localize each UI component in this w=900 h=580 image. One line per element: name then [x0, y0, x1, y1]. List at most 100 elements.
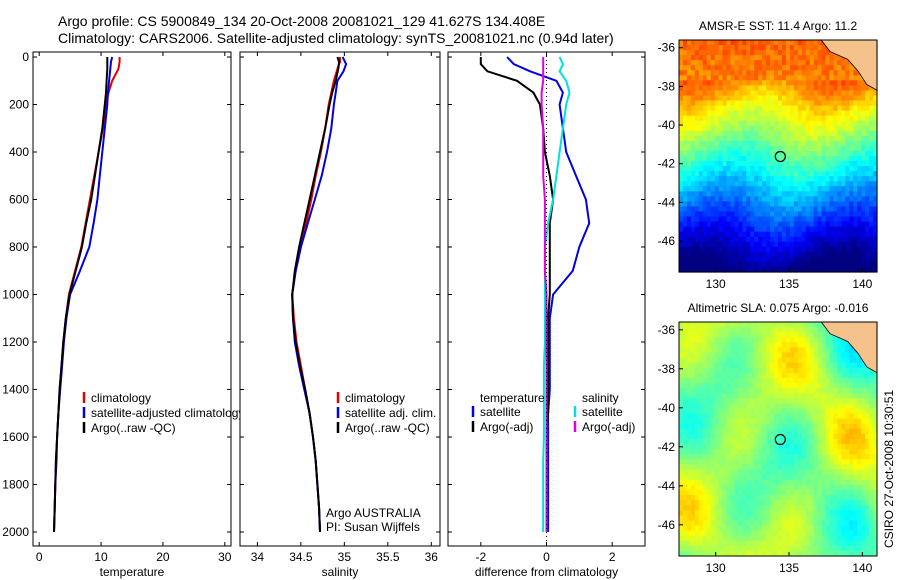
sla_map-cell — [781, 337, 787, 343]
sst_map-cell — [714, 120, 720, 127]
sla_map-cell — [679, 362, 684, 369]
sla_map-cell — [706, 408, 712, 415]
sst_map-cell — [833, 90, 838, 97]
sla_map-cell — [742, 357, 747, 364]
sla_map-cell — [853, 433, 858, 440]
sst_map-cell — [758, 95, 763, 102]
sst_map-cell — [809, 251, 815, 258]
sst_map-cell — [762, 226, 767, 233]
sst_map-cell — [778, 261, 783, 268]
sst_map-cell — [742, 161, 747, 167]
sla_map-cell — [873, 459, 878, 466]
sla_map-cell — [853, 398, 858, 404]
sst_map-cell — [710, 251, 716, 258]
sla_map-cell — [813, 494, 819, 501]
sst_map-cell — [797, 261, 803, 268]
sst_map-cell — [766, 80, 771, 86]
sst_map-cell — [706, 70, 712, 76]
sst_map-cell — [710, 145, 716, 152]
sst_map-cell — [734, 161, 739, 167]
sla_map-cell — [781, 403, 787, 410]
sst_map-cell — [710, 80, 716, 86]
sla_map-cell — [774, 332, 779, 338]
sst_map-cell — [706, 236, 712, 243]
sla_map-cell — [690, 479, 696, 486]
sla_map-cell — [730, 423, 736, 430]
sst_map-cell — [738, 140, 743, 147]
sst_map-cell — [833, 60, 838, 66]
sla_map-cell — [829, 469, 835, 476]
sst_map-cell — [829, 105, 835, 112]
sst_map-cell — [845, 90, 850, 97]
sla_map-cell — [789, 327, 795, 333]
sla_map-cell — [694, 342, 700, 349]
sst_map-cell — [857, 105, 862, 112]
sla_map-cell — [734, 540, 739, 547]
sst_map-cell — [726, 186, 732, 192]
sla_map-cell — [813, 367, 819, 374]
sst_map-cell — [789, 176, 795, 182]
sla_map-cell — [785, 525, 791, 532]
sst_map-cell — [817, 120, 823, 127]
sst_map-cell — [766, 171, 771, 177]
sla_map-cell — [754, 505, 759, 511]
sst_map-cell — [813, 186, 819, 192]
sst_map-cell — [817, 140, 823, 147]
sla_map-cell — [679, 530, 684, 537]
sla_map-cell — [849, 484, 854, 491]
sst_map-cell — [734, 40, 739, 46]
sla_map-cell — [686, 540, 692, 547]
sla_map-cell — [785, 474, 791, 481]
sla_map-cell — [698, 505, 704, 511]
sla_map-cell — [730, 530, 736, 537]
sla_map-cell — [679, 408, 684, 415]
sla_map-cell — [817, 362, 823, 369]
sst_map-cell — [805, 251, 811, 258]
sla_map-cell — [809, 428, 815, 435]
sla_map-cell — [781, 327, 787, 333]
sst_map-cell — [682, 221, 688, 228]
sst_map-cell — [837, 145, 842, 152]
sla_map-cell — [770, 464, 775, 471]
sst_map-cell — [722, 171, 728, 177]
sla_map-cell — [789, 505, 795, 511]
sst_map-cell — [706, 45, 712, 51]
sst_map-cell — [718, 171, 724, 177]
sst_map-cell — [849, 181, 854, 187]
sst_map-cell — [833, 145, 838, 152]
sst_map-cell — [778, 196, 783, 202]
sla_map-cell — [821, 428, 827, 435]
sla_map-cell — [746, 510, 751, 516]
sst_map-cell — [698, 65, 704, 71]
sla_map-cell — [841, 515, 846, 521]
sst_map-cell — [841, 70, 846, 76]
sst_map-cell — [778, 115, 783, 122]
sst_map-cell — [682, 166, 688, 172]
sst_map-cell — [754, 80, 759, 86]
sst_map-cell — [857, 95, 862, 102]
sst_map-cell — [762, 236, 767, 243]
sst_map-cell — [869, 211, 874, 218]
sla_map-cell — [734, 332, 739, 338]
sla_map-cell — [861, 367, 866, 374]
sst_map-cell — [857, 266, 862, 273]
sla_map-cell — [690, 367, 696, 374]
sla_map-cell — [829, 520, 835, 527]
sst_map-cell — [754, 241, 759, 248]
sla_map-cell — [682, 479, 688, 486]
sla_map-cell — [789, 362, 795, 369]
sst_map-cell — [821, 216, 827, 223]
sla_map-cell — [770, 459, 775, 466]
sla_map-cell — [797, 484, 803, 491]
sla_map-cell — [865, 510, 870, 516]
sla_map-cell — [694, 408, 700, 415]
sst_map-cell — [821, 130, 827, 137]
sla_map-cell — [805, 322, 811, 328]
sst_map-cell — [698, 135, 704, 142]
sla_map-cell — [805, 403, 811, 410]
sla_map-cell — [738, 388, 743, 394]
sst_map-cell — [742, 120, 747, 127]
sla_map-cell — [778, 408, 783, 415]
sla_map-cell — [789, 525, 795, 532]
sla_map-cell — [869, 439, 874, 445]
